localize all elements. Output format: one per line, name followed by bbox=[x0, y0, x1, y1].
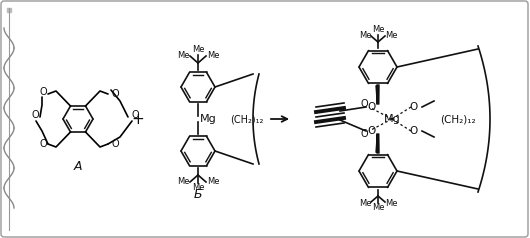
Text: Me: Me bbox=[207, 51, 219, 60]
Text: O: O bbox=[111, 89, 119, 99]
Text: Me: Me bbox=[176, 178, 189, 187]
Text: O: O bbox=[368, 102, 376, 112]
Text: Me: Me bbox=[372, 203, 384, 213]
Text: (CH₂)₁₂: (CH₂)₁₂ bbox=[440, 114, 476, 124]
Text: Me: Me bbox=[359, 198, 371, 208]
Text: Me: Me bbox=[192, 183, 204, 193]
Text: O: O bbox=[131, 110, 139, 120]
Text: O: O bbox=[360, 99, 368, 109]
Text: Mg: Mg bbox=[384, 114, 400, 124]
Text: A: A bbox=[74, 160, 82, 174]
Text: (CH₂)₁₂: (CH₂)₁₂ bbox=[230, 114, 263, 124]
Text: O: O bbox=[410, 102, 418, 112]
Text: O: O bbox=[111, 139, 119, 149]
Text: Me: Me bbox=[207, 178, 219, 187]
Text: O: O bbox=[360, 129, 368, 139]
Text: Me: Me bbox=[385, 30, 398, 40]
Text: O: O bbox=[39, 139, 47, 149]
Text: Me: Me bbox=[385, 198, 398, 208]
Bar bbox=[7, 8, 11, 12]
Text: O: O bbox=[31, 110, 39, 120]
Text: O: O bbox=[39, 87, 47, 97]
Text: Mg: Mg bbox=[200, 114, 217, 124]
Text: Me: Me bbox=[176, 51, 189, 60]
Text: Б: Б bbox=[193, 188, 202, 200]
Text: Me: Me bbox=[372, 25, 384, 35]
Text: +: + bbox=[131, 111, 144, 127]
Text: O: O bbox=[368, 126, 376, 136]
Text: Me: Me bbox=[359, 30, 371, 40]
Text: Me: Me bbox=[192, 45, 204, 55]
Text: O: O bbox=[410, 126, 418, 136]
